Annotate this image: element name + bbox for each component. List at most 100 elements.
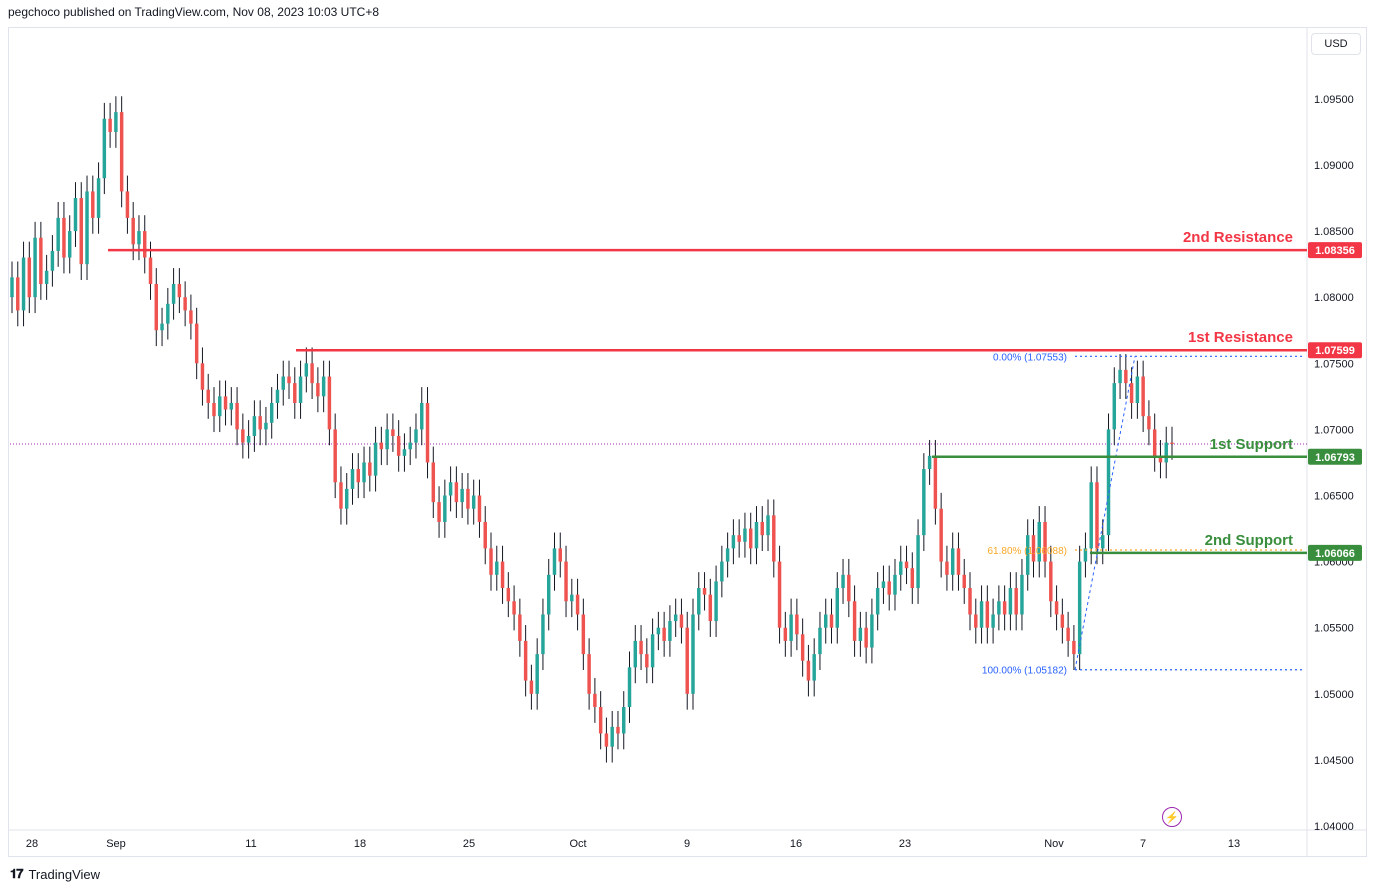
candle-body (21, 257, 26, 311)
candle-body (489, 548, 493, 575)
candle-body (968, 588, 972, 615)
x-tick-label: 25 (463, 838, 475, 850)
candle-body (189, 310, 193, 324)
candle-body (437, 502, 441, 522)
candle-body (668, 621, 672, 641)
price-tag (1308, 544, 1362, 561)
candle-body (887, 581, 891, 595)
candle-body (974, 614, 978, 628)
candle-body (143, 231, 147, 258)
candle-body (639, 640, 643, 655)
candle-body (166, 303, 170, 324)
candle-body (160, 323, 164, 331)
candle-body (1043, 521, 1047, 562)
candle-body (125, 191, 130, 218)
candle-body (1031, 535, 1036, 562)
candle-body (852, 601, 857, 641)
candle-body (304, 363, 309, 377)
candle-body (731, 535, 736, 549)
candle-body (321, 376, 326, 397)
footer-brand-label: TradingView (28, 866, 101, 882)
x-tick-label: 11 (245, 838, 256, 850)
candle-body (1037, 521, 1041, 562)
candle-body (396, 436, 401, 456)
candle-body (679, 614, 684, 628)
candle-body (10, 277, 14, 298)
price-tag (1308, 448, 1362, 465)
candle-body (466, 488, 470, 509)
level-name: 2nd Support (1205, 532, 1293, 549)
currency-button[interactable]: USD (1311, 33, 1361, 55)
candle-body (518, 614, 522, 641)
candle-body (743, 528, 747, 542)
candle-body (269, 402, 274, 423)
candle-body (275, 389, 280, 403)
candle-body (691, 614, 695, 694)
candle-body (385, 429, 389, 450)
candle-body (627, 667, 632, 708)
candle-body (402, 449, 407, 456)
y-tick-label: 1.06500 (1314, 491, 1354, 503)
lightning-bolt-icon[interactable]: ⚡ (1162, 807, 1182, 827)
candle-body (1083, 548, 1088, 562)
candle-body (858, 627, 863, 641)
y-tick-label: 1.07500 (1314, 358, 1354, 370)
candle-body (766, 515, 770, 536)
candle-body (408, 442, 412, 450)
candle-body (1135, 376, 1140, 403)
candle-body (714, 581, 718, 622)
candle-body (841, 574, 845, 589)
candle-body (368, 462, 372, 476)
candle-body (523, 640, 528, 681)
candle-body (725, 548, 730, 562)
publisher-header: pegchoco published on TradingView.com, N… (8, 5, 380, 19)
candle-body (864, 627, 868, 648)
candle-body (460, 488, 464, 503)
price-tag-label: 1.07599 (1315, 345, 1355, 357)
y-tick-label: 1.08500 (1314, 226, 1354, 238)
candle-body (673, 614, 678, 622)
candle-body (558, 548, 562, 562)
candle-body (258, 416, 262, 430)
candle-body (96, 178, 101, 218)
candle-body (298, 376, 303, 403)
candle-body (194, 323, 199, 364)
candle-body (546, 574, 551, 615)
candle-body (1118, 369, 1122, 384)
candle-body (904, 561, 909, 569)
candle-body (1129, 383, 1134, 403)
fib-trend-line (1074, 356, 1136, 670)
candle-body (1164, 442, 1168, 463)
candle-body (85, 191, 89, 265)
candle-body (425, 402, 430, 463)
candle-body (927, 455, 932, 470)
x-tick-label: Oct (569, 838, 586, 850)
candle-body (206, 389, 210, 403)
y-tick-label: 1.05500 (1314, 623, 1354, 635)
candle-body (702, 588, 707, 595)
candle-body (662, 627, 666, 641)
candle-body (760, 521, 764, 536)
candle-body (39, 237, 43, 284)
candle-body (552, 548, 557, 575)
candle-body (114, 112, 118, 132)
candle-body (985, 601, 990, 628)
candle-body (645, 654, 649, 668)
candle-body (362, 462, 366, 483)
candle-body (443, 495, 447, 522)
candle-body (471, 495, 476, 509)
candle-body (939, 508, 943, 562)
candle-body (720, 561, 724, 582)
candle-body (581, 614, 586, 655)
candle-body (979, 601, 984, 628)
candle-body (310, 363, 314, 384)
candle-body (391, 429, 395, 437)
candle-body (541, 614, 545, 655)
candle-body (604, 733, 609, 747)
chart-frame (8, 27, 1367, 857)
candle-body (800, 634, 805, 661)
candle-body (379, 442, 384, 450)
candle-body (44, 270, 49, 284)
candle-body (933, 455, 938, 509)
